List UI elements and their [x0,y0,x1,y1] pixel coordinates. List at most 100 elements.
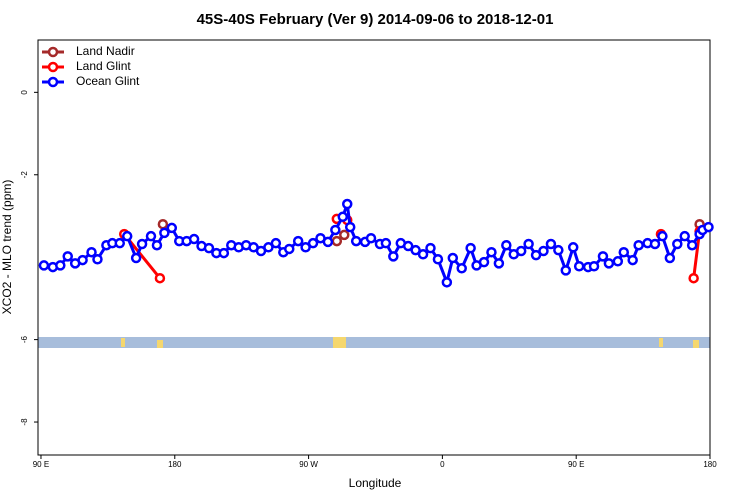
data-point [145,230,157,242]
data-point [188,233,200,245]
data-point [493,258,505,269]
data-point [218,247,230,259]
plot-frame [37,39,711,456]
legend-marker [47,76,59,88]
data-point [344,221,356,233]
data-point [573,261,585,272]
legend-label: Ocean Glint [76,74,140,88]
data-point [560,265,572,276]
y-tick-label: 0 [20,90,29,95]
x-tick-label: 180 [168,460,182,469]
data-point [203,242,215,254]
data-point [166,222,178,234]
x-tick-label: 90 W [299,460,318,469]
data-point [402,240,414,252]
data-point [432,253,444,265]
data-point [292,235,304,247]
data-point [86,246,97,258]
data-point [478,256,490,268]
data-point [657,230,668,242]
data-point [523,238,534,250]
data-point [545,238,557,250]
data-point [618,246,630,258]
x-tick-label: 90 E [33,460,49,469]
data-point [339,229,350,241]
data-point [501,239,512,251]
data-point [456,263,467,274]
data-point [121,230,133,242]
data-point [284,243,295,255]
data-point [388,251,399,262]
data-point [425,242,436,254]
data-point [441,277,453,288]
data-point [154,272,166,284]
legend-marker [47,61,59,73]
data-point [307,237,319,249]
data-point [664,252,676,264]
data-point [703,221,714,233]
data-point [130,252,142,264]
data-point [77,254,88,266]
data-point [447,252,459,264]
surface-strip [38,337,710,348]
data-point [538,245,549,257]
legend-marker [47,46,59,58]
data-point [114,237,126,249]
data-point [679,230,690,242]
legend-label: Land Nadir [76,44,135,58]
data-point [341,198,353,210]
land-strip [121,338,125,347]
x-tick-label: 180 [703,460,717,469]
y-tick-label: -8 [20,418,29,426]
data-point [686,239,698,251]
data-point [380,237,392,249]
land-strip [157,340,163,348]
data-point [649,238,661,250]
land-strip [333,337,346,348]
data-point [553,244,564,256]
land-strip [659,338,663,347]
data-point [588,261,600,272]
data-point [567,242,579,253]
x-tick-label: 90 E [568,460,584,469]
data-point [410,244,421,256]
data-point [322,236,334,248]
legend-label: Land Glint [76,59,131,73]
data-point [270,237,282,249]
y-axis-label: XCO2 - MLO trend (ppm) [0,180,14,315]
data-point [331,235,343,247]
chart-title: 45S-40S February (Ver 9) 2014-09-06 to 2… [197,11,554,28]
data-point [263,242,274,253]
ocean-strip [38,337,710,348]
data-point [627,254,638,266]
land-strip [693,340,699,348]
data-point [688,272,699,284]
data-point [330,224,341,236]
data-point [350,235,362,247]
data-point [38,260,50,271]
data-point [92,253,103,265]
data-point [597,251,609,262]
data-point [417,249,429,260]
x-tick-label: 0 [440,460,445,469]
data-point [62,251,73,262]
y-tick-label: -2 [20,171,29,179]
x-axis-label: Longitude [349,476,402,490]
data-point [55,260,66,271]
data-point [603,258,615,269]
data-point [159,227,170,239]
data-point [151,239,163,251]
data-point [633,239,644,251]
data-point [612,256,624,267]
data-point [465,242,476,254]
data-point [672,238,683,250]
data-point [337,211,349,223]
data-point [157,218,169,230]
data-point [486,246,497,258]
y-tick-label: -6 [20,336,29,344]
data-point [530,249,542,261]
data-point [365,232,377,244]
data-point [300,242,311,253]
